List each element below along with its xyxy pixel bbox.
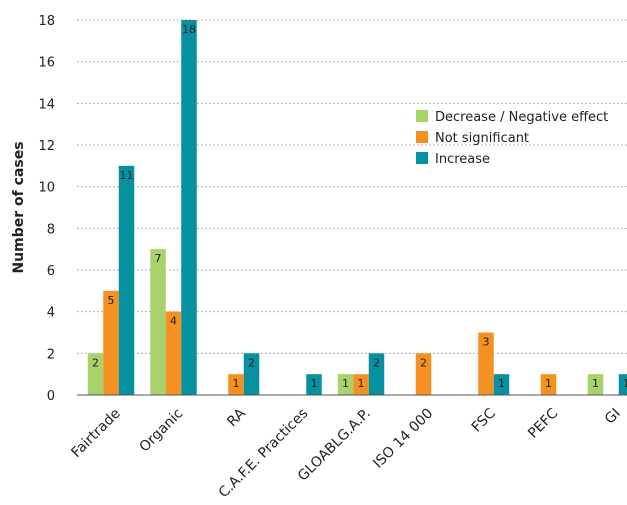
bar-decrease-negative-effect: [150, 249, 166, 395]
bar-data-label: 2: [92, 356, 99, 369]
bar-not-significant: [415, 353, 432, 395]
x-axis-ticks: Fairtrade Organic RAC.A.F.E. PracticesGLOA…: [68, 405, 623, 501]
bar-data-label: 2: [373, 356, 380, 369]
x-category-label: Fairtrade: [68, 406, 123, 461]
x-category-label: Organic: [136, 406, 186, 456]
x-category-label: FSC: [469, 405, 499, 435]
bar-decrease-negative-effect: [587, 374, 604, 395]
y-tick-label: 6: [47, 264, 55, 279]
bar-data-label: 2: [420, 356, 427, 369]
y-tick-label: 18: [38, 14, 55, 29]
bar-data-label: 7: [155, 252, 162, 265]
bar-decrease-negative-effect: [337, 374, 354, 395]
bar-increase: [306, 374, 322, 395]
bar-not-significant: [478, 332, 494, 395]
bar-increase: [118, 165, 135, 395]
x-category-label: GI: [602, 406, 624, 428]
bar-not-significant: [228, 374, 244, 395]
y-tick-label: 2: [47, 347, 55, 362]
y-tick-label: 10: [38, 181, 55, 196]
bar-increase: [368, 353, 385, 395]
bar-data-label: 5: [108, 294, 115, 307]
bars: [87, 20, 627, 395]
legend: Decrease / Negative effect Not significan…: [416, 110, 608, 167]
bar-not-significant: [540, 374, 557, 395]
bar-decrease-negative-effect: [87, 353, 104, 395]
bar-increase: [181, 20, 197, 395]
y-axis-title: Number of cases: [11, 141, 27, 273]
y-axis-ticks: 0 2 4 6 8 10 12 14 16 18: [38, 14, 55, 404]
bar-data-label: 18: [182, 23, 196, 36]
y-tick-label: 8: [47, 222, 55, 237]
legend-swatch: [416, 110, 428, 122]
bar-data-label: 11: [120, 169, 134, 182]
y-tick-label: 16: [38, 56, 55, 71]
legend-label: Increase: [435, 152, 490, 167]
bar-data-label: 1: [342, 377, 349, 390]
legend-label: Decrease / Negative effect: [435, 110, 608, 125]
legend-swatch: [416, 131, 428, 143]
legend-swatch: [416, 152, 428, 164]
bar-data-label: 1: [545, 377, 552, 390]
bar-increase: [243, 353, 260, 395]
bar-not-significant: [103, 290, 119, 395]
bar-data-label: 3: [483, 336, 490, 349]
bar-increase: [493, 374, 510, 395]
bar-data-label: 2: [248, 356, 255, 369]
x-category-label: ISO 14 000: [370, 406, 436, 472]
x-category-label: RA: [224, 405, 249, 430]
y-tick-label: 14: [38, 97, 55, 112]
bar-data-label: 1: [233, 377, 240, 390]
bar-increase: [618, 374, 627, 395]
y-tick-label: 4: [47, 306, 55, 321]
bar-not-significant: [165, 311, 182, 395]
legend-label: Not significant: [435, 131, 529, 146]
x-category-label: PEFC: [525, 405, 561, 441]
bar-data-label: 1: [592, 377, 599, 390]
y-tick-label: 12: [38, 139, 55, 154]
bar-data-label: 1: [623, 377, 627, 390]
bar-data-label: 1: [311, 377, 318, 390]
bar-not-significant: [353, 374, 369, 395]
bar-data-label: 1: [358, 377, 365, 390]
bar-data-label: 1: [498, 377, 505, 390]
y-tick-label: 0: [47, 389, 55, 404]
bar-data-label: 4: [170, 315, 177, 328]
